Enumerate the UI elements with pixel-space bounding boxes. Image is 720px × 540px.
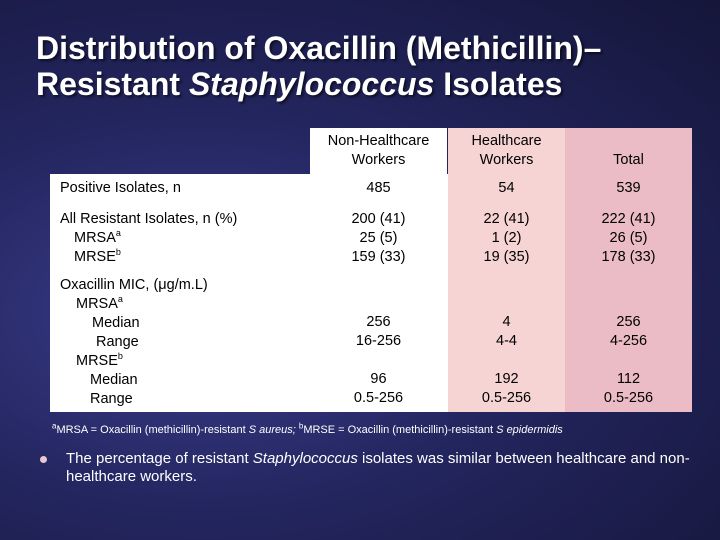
bullet-text: The percentage of resistant Staphylococc… — [66, 450, 690, 485]
row-band-resistant — [50, 202, 692, 271]
summary-bullet: The percentage of resistant Staphylococc… — [40, 450, 700, 486]
values-resistant-hw: 22 (41) 1 (2) 19 (35) — [483, 211, 530, 265]
title-line-2-italic: Staphylococcus — [188, 66, 435, 102]
label-positive: Positive Isolates, n — [60, 180, 181, 196]
title-line-2-post: Isolates — [434, 66, 563, 102]
label-mic: Oxacillin MIC, (μg/m.L) MRSAa Median Ran… — [60, 277, 208, 407]
title-line-2: Resistant Staphylococcus Isolates — [36, 66, 696, 102]
slide-title: Distribution of Oxacillin (Methicillin)–… — [36, 30, 696, 102]
value-positive-nhw: 485 — [366, 180, 391, 196]
header-total: Total — [613, 152, 644, 168]
values-mic-total: 256 4-256 112 0.5-256 — [603, 314, 654, 406]
values-resistant-total: 222 (41) 26 (5) 178 (33) — [601, 211, 656, 265]
table-footnote: aMRSA = Oxacillin (methicillin)-resistan… — [52, 421, 563, 436]
title-line-1: Distribution of Oxacillin (Methicillin)– — [36, 30, 602, 66]
values-resistant-nhw: 200 (41) 25 (5) 159 (33) — [351, 211, 406, 265]
value-positive-hw: 54 — [498, 180, 515, 196]
value-positive-total: 539 — [616, 180, 641, 196]
label-resistant: All Resistant Isolates, n (%) MRSAa MRSE… — [60, 211, 238, 265]
row-band-positive — [50, 174, 692, 202]
values-mic-hw: 4 4-4 192 0.5-256 — [481, 314, 532, 406]
bullet-icon — [40, 456, 47, 463]
row-band-mic — [50, 271, 692, 412]
values-mic-nhw: 256 16-256 96 0.5-256 — [353, 314, 404, 406]
header-non-healthcare: Non-Healthcare Workers — [327, 133, 430, 168]
header-healthcare: Healthcare Workers — [471, 133, 542, 168]
title-line-2-pre: Resistant — [36, 66, 189, 102]
